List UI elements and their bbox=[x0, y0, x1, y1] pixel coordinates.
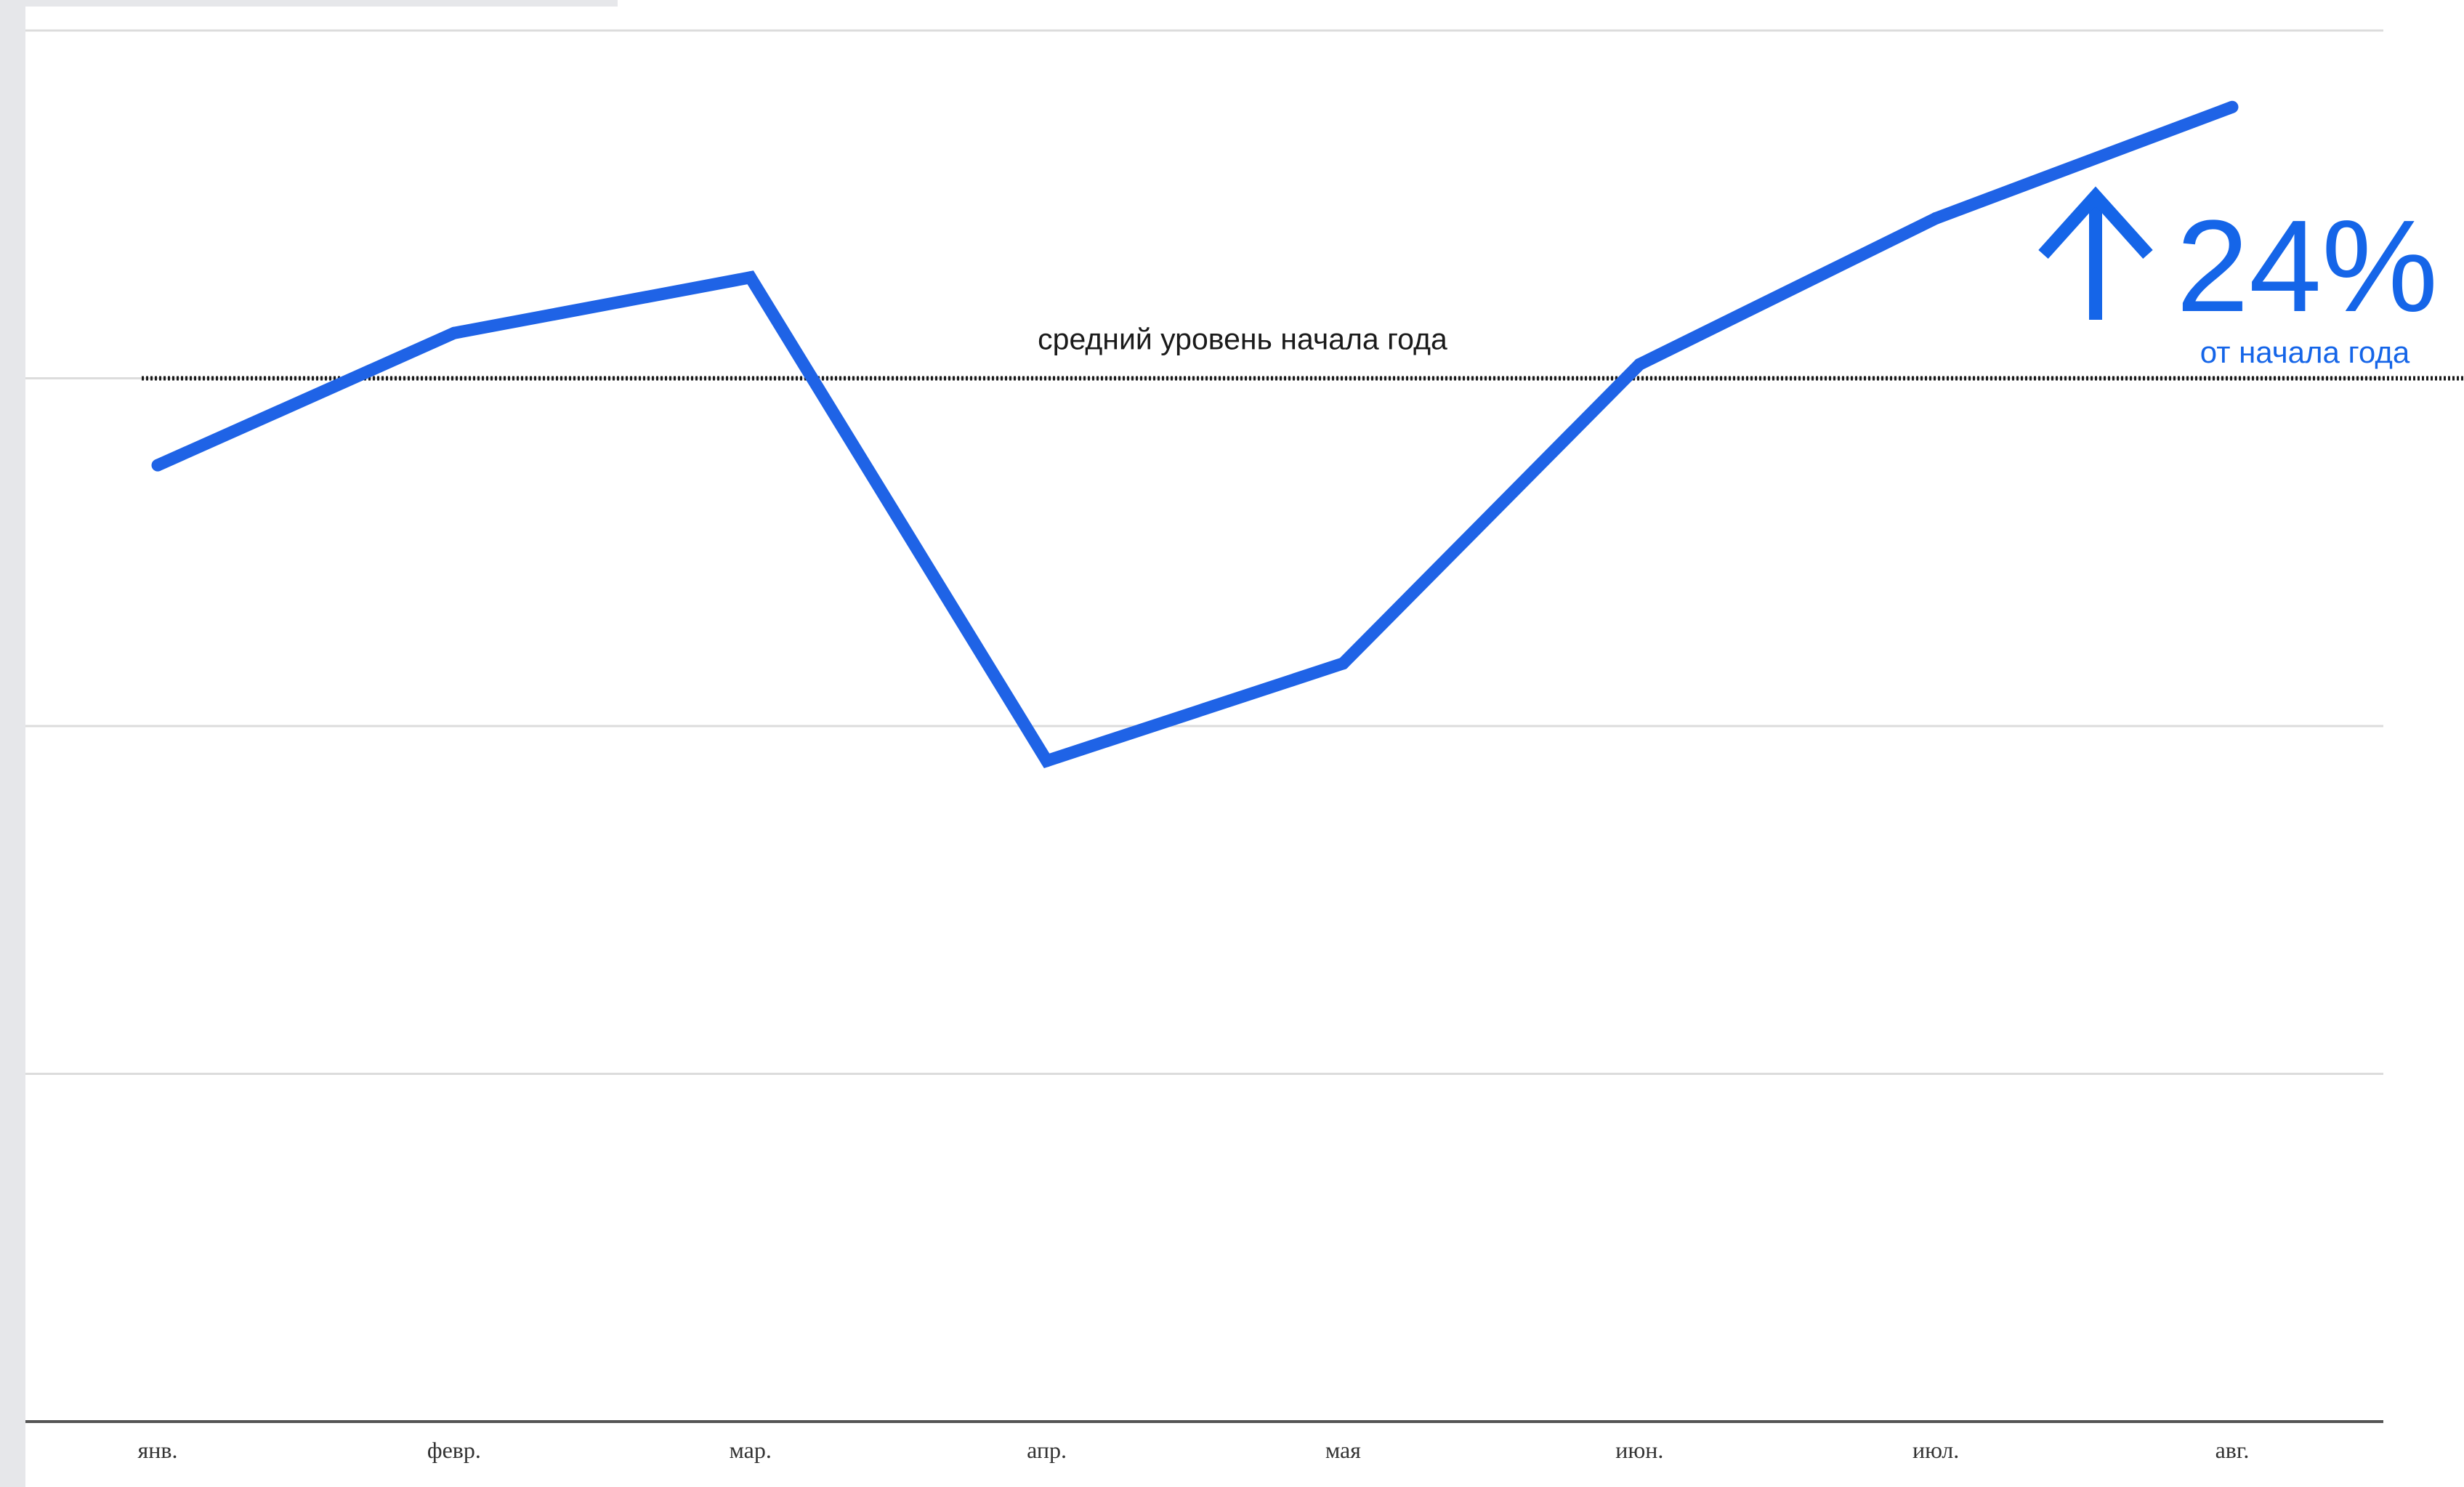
x-tick-label: авг. bbox=[2215, 1437, 2250, 1463]
x-tick-labels: янв. февр. мар. апр. мая июн. июл. авг. bbox=[138, 1437, 2250, 1463]
data-point bbox=[1041, 754, 1054, 767]
top-panel-edge bbox=[25, 0, 618, 7]
series-points bbox=[151, 100, 2239, 767]
data-point bbox=[448, 326, 461, 339]
data-point bbox=[1929, 211, 1942, 225]
x-tick-label: мар. bbox=[730, 1437, 772, 1463]
left-panel-edge bbox=[0, 0, 25, 1487]
series-line bbox=[155, 101, 2234, 769]
data-point bbox=[744, 271, 757, 284]
change-percent: 24% bbox=[2176, 193, 2438, 339]
x-tick-label: июл. bbox=[1912, 1437, 1959, 1463]
x-tick-label: июн. bbox=[1615, 1437, 1663, 1463]
arrow-up-icon bbox=[2038, 186, 2153, 320]
data-point bbox=[1633, 358, 1646, 371]
x-tick-label: мая bbox=[1325, 1437, 1361, 1463]
x-tick-label: апр. bbox=[1027, 1437, 1067, 1463]
x-tick-label: февр. bbox=[427, 1437, 481, 1463]
change-annotation: 24% от начала года bbox=[2038, 186, 2438, 369]
reference-line-label: средний уровень начала года bbox=[1038, 323, 1447, 356]
x-tick-label: янв. bbox=[138, 1437, 178, 1463]
change-caption: от начала года bbox=[2200, 335, 2410, 369]
data-point bbox=[1336, 657, 1349, 670]
data-point bbox=[151, 459, 164, 472]
data-point bbox=[2226, 100, 2239, 113]
arrow-head bbox=[2038, 186, 2153, 259]
